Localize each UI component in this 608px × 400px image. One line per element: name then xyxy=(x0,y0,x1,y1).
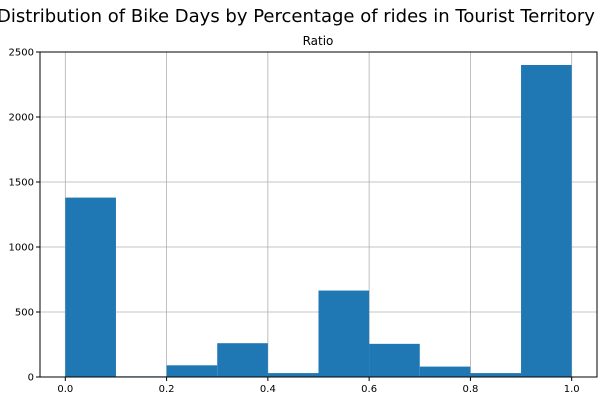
y-tick-label-1: 500 xyxy=(15,308,34,319)
plot-frame xyxy=(39,51,598,378)
bar-9 xyxy=(521,65,572,377)
histogram-bars xyxy=(65,65,572,377)
y-tick-label-4: 2000 xyxy=(9,113,34,124)
x-axis-ticks: 0.0 0.2 0.4 0.6 0.8 1.0 xyxy=(57,377,580,395)
chart-subtitle: Ratio xyxy=(303,34,334,48)
y-tick-label-3: 1500 xyxy=(9,178,34,189)
x-tick-label-4: 0.8 xyxy=(462,384,478,395)
bar-0 xyxy=(65,197,116,377)
bar-5 xyxy=(318,290,370,377)
y-axis-ticks: 0 500 1000 1500 2000 2500 xyxy=(9,48,40,384)
x-tick-label-3: 0.6 xyxy=(361,384,377,395)
y-tick-label-2: 1000 xyxy=(9,243,34,254)
bar-2 xyxy=(166,365,218,377)
bar-6 xyxy=(369,343,420,377)
y-tick-label-5: 2500 xyxy=(9,48,34,59)
bar-8 xyxy=(470,373,522,377)
x-tick-label-2: 0.4 xyxy=(260,384,276,395)
bar-7 xyxy=(419,366,471,377)
bar-4 xyxy=(267,373,319,377)
y-tick-label-0: 0 xyxy=(28,373,34,384)
x-tick-label-1: 0.2 xyxy=(159,384,175,395)
x-tick-label-0: 0.0 xyxy=(57,384,73,395)
chart-title: Distribution of Bike Days by Percentage … xyxy=(0,6,595,27)
bar-3 xyxy=(217,343,268,377)
x-tick-label-5: 1.0 xyxy=(564,384,580,395)
